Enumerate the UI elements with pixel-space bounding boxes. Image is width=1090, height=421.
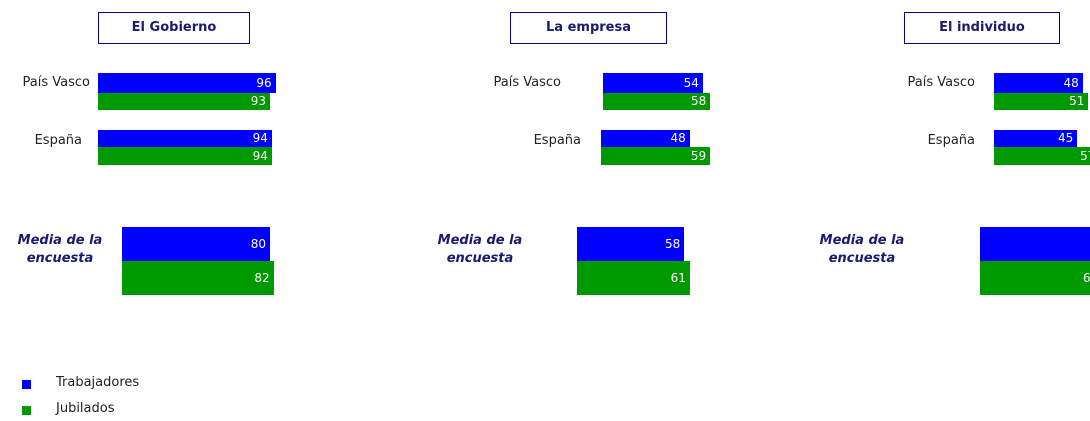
panel-title: La empresa: [510, 12, 667, 44]
bar: 70: [980, 227, 1090, 261]
bar: 48: [994, 73, 1083, 93]
bar: 61: [577, 261, 690, 295]
bar: 59: [601, 147, 711, 165]
category-label: Media de la encuesta: [437, 233, 523, 266]
panel-title: El Gobierno: [98, 12, 250, 44]
bar: 80: [122, 227, 270, 261]
bar: 82: [122, 261, 274, 295]
bar: 45: [994, 130, 1078, 147]
bar: 57: [994, 147, 1090, 165]
bar: 96: [98, 73, 276, 93]
legend-label: Trabajadores: [56, 375, 140, 390]
category-label: España: [533, 133, 581, 148]
category-label: Media de la encuesta: [17, 233, 103, 266]
bar: 51: [994, 93, 1089, 110]
category-label: España: [34, 133, 82, 148]
category-label: País Vasco: [907, 75, 975, 90]
category-label: País Vasco: [493, 75, 561, 90]
legend-swatch: [22, 380, 31, 389]
bar: 54: [603, 73, 703, 93]
legend-swatch: [22, 406, 31, 415]
bar: 94: [98, 130, 272, 147]
bar: 94: [98, 147, 272, 165]
category-label: España: [927, 133, 975, 148]
category-label: País Vasco: [22, 75, 90, 90]
panel-title: El individuo: [904, 12, 1060, 44]
legend-label: Jubilados: [56, 401, 115, 416]
bar: 48: [601, 130, 690, 147]
bar: 93: [98, 93, 271, 110]
bar: 66: [980, 261, 1090, 295]
category-label: Media de la encuesta: [819, 233, 905, 266]
bar: 58: [577, 227, 685, 261]
bar: 58: [603, 93, 711, 110]
